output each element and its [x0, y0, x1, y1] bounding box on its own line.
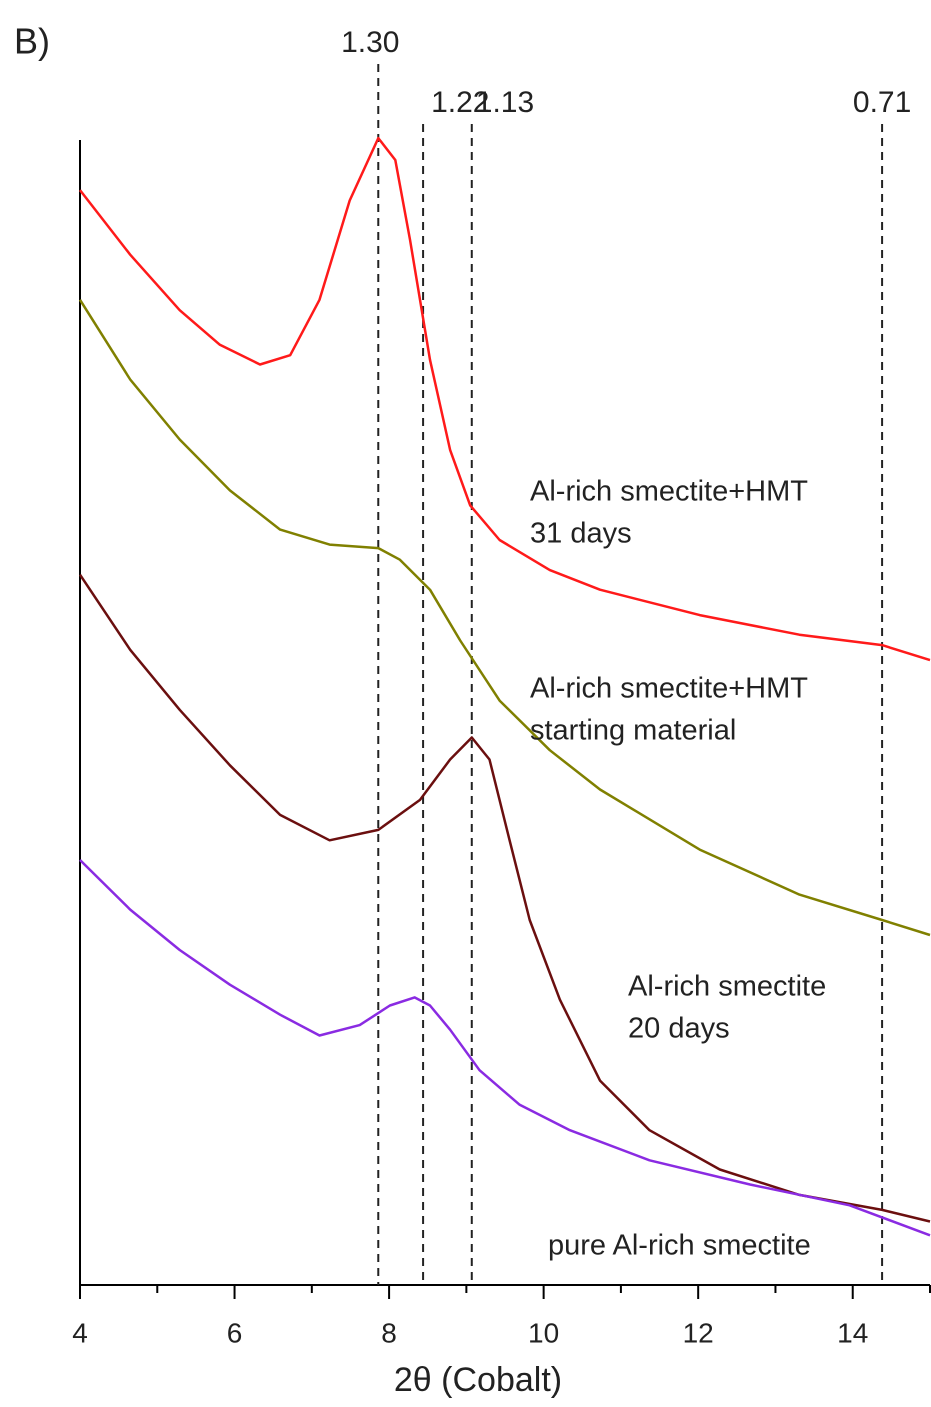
x-tick-label: 6 [227, 1317, 243, 1348]
x-axis-label: 2θ (Cobalt) [394, 1361, 562, 1399]
reference-label: 1.13 [476, 86, 534, 119]
series-label: starting material [530, 715, 736, 747]
x-tick-label: 14 [837, 1317, 868, 1348]
x-tick-label: 10 [528, 1317, 559, 1348]
series-label: Al-rich smectite [628, 971, 826, 1003]
series-line [79, 859, 931, 1237]
series-label: Al-rich smectite+HMT [530, 673, 808, 705]
series-line [79, 136, 931, 662]
series-label: 20 days [628, 1013, 730, 1045]
series-label: 31 days [530, 518, 632, 550]
reference-label: 1.30 [341, 26, 399, 59]
reference-label: 1.22 [431, 86, 489, 119]
series-label: Al-rich smectite+HMT [530, 476, 808, 508]
x-tick-label: 8 [381, 1317, 397, 1348]
panel-label: B) [14, 21, 50, 62]
series-line [78, 299, 931, 937]
series-line [78, 574, 931, 1223]
x-tick-label: 4 [72, 1317, 88, 1348]
series-label: pure Al-rich smectite [548, 1230, 811, 1262]
x-tick-label: 12 [683, 1317, 714, 1348]
reference-label: 0.71 [853, 86, 911, 119]
